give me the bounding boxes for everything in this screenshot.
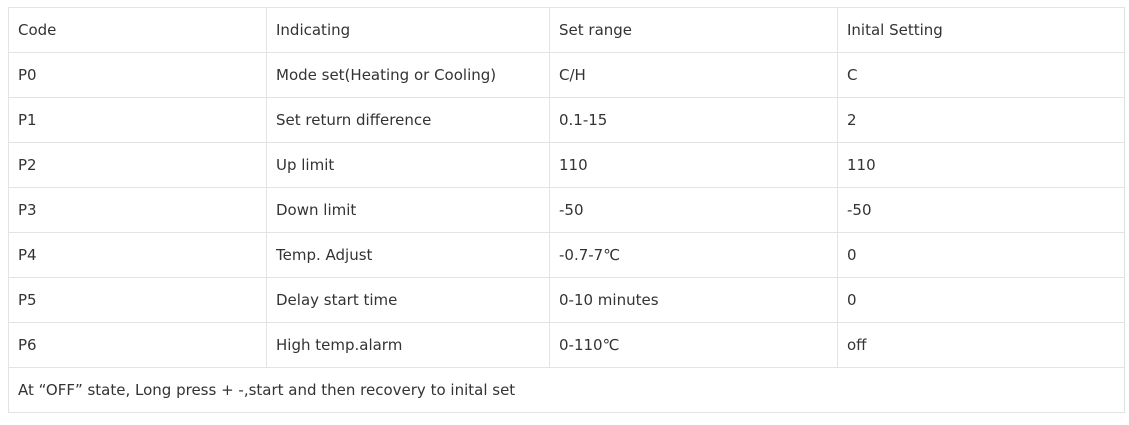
cell-code: P3 bbox=[8, 187, 267, 233]
cell-initial-setting: -50 bbox=[837, 187, 1125, 233]
cell-code: P1 bbox=[8, 97, 267, 143]
table-row: P0 Mode set(Heating or Cooling) C/H C bbox=[8, 52, 1125, 98]
header-code: Code bbox=[8, 7, 267, 53]
cell-initial-setting: 2 bbox=[837, 97, 1125, 143]
cell-set-range: 0-10 minutes bbox=[549, 277, 838, 323]
cell-code: P0 bbox=[8, 52, 267, 98]
header-initial-setting: Inital Setting bbox=[837, 7, 1125, 53]
header-indicating: Indicating bbox=[266, 7, 550, 53]
cell-code: P6 bbox=[8, 322, 267, 368]
cell-initial-setting: 0 bbox=[837, 232, 1125, 278]
cell-indicating: Down limit bbox=[266, 187, 550, 233]
cell-set-range: 110 bbox=[549, 142, 838, 188]
cell-code: P2 bbox=[8, 142, 267, 188]
table-note-row: At “OFF” state, Long press + -,start and… bbox=[8, 367, 1125, 413]
cell-initial-setting: off bbox=[837, 322, 1125, 368]
cell-set-range: 0.1-15 bbox=[549, 97, 838, 143]
table-row: P2 Up limit 110 110 bbox=[8, 142, 1125, 188]
cell-initial-setting: C bbox=[837, 52, 1125, 98]
table-row: P1 Set return difference 0.1-15 2 bbox=[8, 97, 1125, 143]
parameter-table-container: Code Indicating Set range Inital Setting… bbox=[8, 7, 1125, 413]
cell-indicating: High temp.alarm bbox=[266, 322, 550, 368]
parameter-table: Code Indicating Set range Inital Setting… bbox=[8, 7, 1125, 413]
cell-indicating: Temp. Adjust bbox=[266, 232, 550, 278]
cell-set-range: -50 bbox=[549, 187, 838, 233]
table-row: P3 Down limit -50 -50 bbox=[8, 187, 1125, 233]
cell-indicating: Delay start time bbox=[266, 277, 550, 323]
cell-set-range: -0.7-7℃ bbox=[549, 232, 838, 278]
table-row: P4 Temp. Adjust -0.7-7℃ 0 bbox=[8, 232, 1125, 278]
cell-initial-setting: 110 bbox=[837, 142, 1125, 188]
cell-code: P4 bbox=[8, 232, 267, 278]
cell-indicating: Up limit bbox=[266, 142, 550, 188]
cell-set-range: 0-110℃ bbox=[549, 322, 838, 368]
reset-note: At “OFF” state, Long press + -,start and… bbox=[8, 367, 1125, 413]
table-row: P6 High temp.alarm 0-110℃ off bbox=[8, 322, 1125, 368]
cell-initial-setting: 0 bbox=[837, 277, 1125, 323]
table-header-row: Code Indicating Set range Inital Setting bbox=[8, 7, 1125, 53]
cell-code: P5 bbox=[8, 277, 267, 323]
cell-indicating: Set return difference bbox=[266, 97, 550, 143]
header-set-range: Set range bbox=[549, 7, 838, 53]
table-row: P5 Delay start time 0-10 minutes 0 bbox=[8, 277, 1125, 323]
cell-set-range: C/H bbox=[549, 52, 838, 98]
cell-indicating: Mode set(Heating or Cooling) bbox=[266, 52, 550, 98]
